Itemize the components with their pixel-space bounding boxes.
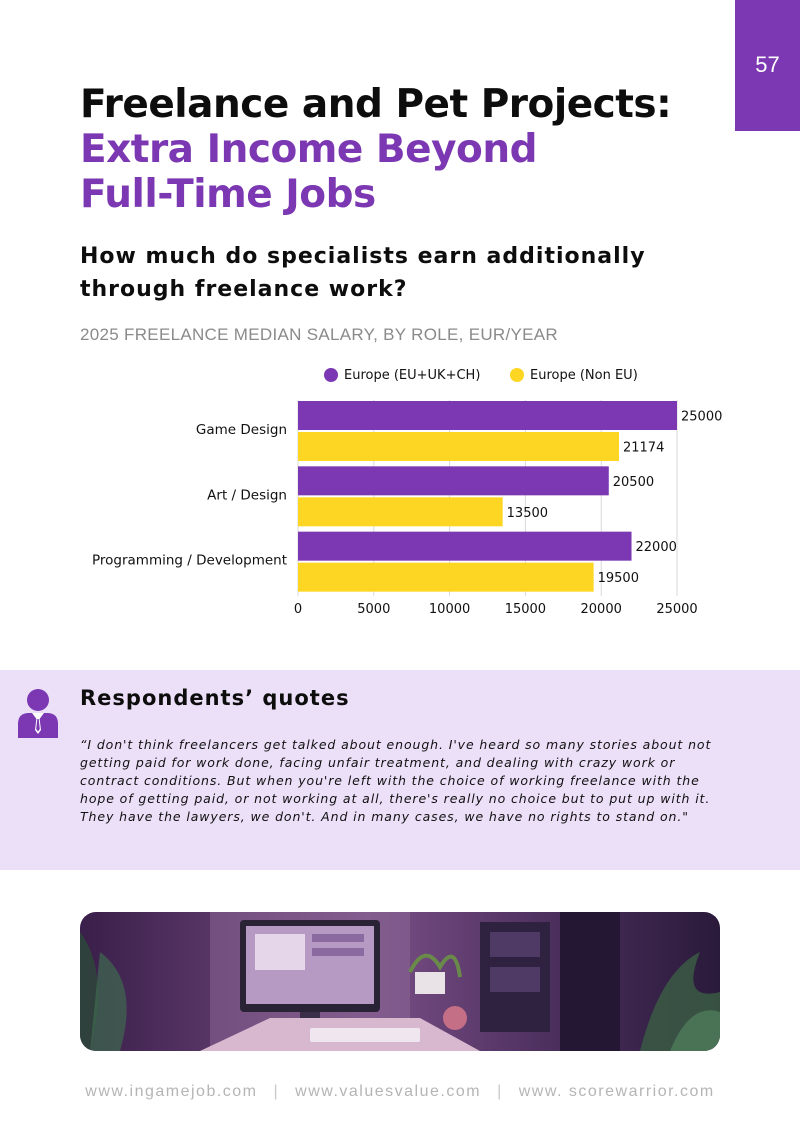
footer-separator: | xyxy=(273,1083,280,1100)
bar xyxy=(298,497,503,527)
legend-marker xyxy=(324,368,338,382)
x-tick-label: 20000 xyxy=(581,602,622,617)
page-number-badge: 57 xyxy=(735,0,800,131)
x-tick-label: 0 xyxy=(294,602,302,617)
x-tick-label: 5000 xyxy=(357,602,390,617)
footer-link-ingamejob[interactable]: www.ingamejob.com xyxy=(85,1083,258,1100)
data-label: 25000 xyxy=(681,410,722,425)
bar-chart: Europe (EU+UK+CH) Europe (Non EU) 0 5000 100… xyxy=(92,368,722,617)
x-tick-label: 25000 xyxy=(656,602,697,617)
category-label: Programming / Development xyxy=(92,553,287,569)
title-line-2: Extra Income Beyond xyxy=(80,127,538,172)
legend-label: Europe (EU+UK+CH) xyxy=(344,368,480,383)
bar xyxy=(298,401,677,430)
bar xyxy=(298,531,632,561)
data-label: 22000 xyxy=(636,540,677,555)
page-subtitle: How much do specialists earn additionall… xyxy=(80,244,646,302)
quote-heading: Respondents’ quotes xyxy=(80,686,350,710)
footer-separator: | xyxy=(497,1083,503,1100)
x-tick-label: 15000 xyxy=(505,602,546,617)
title-line-1: Freelance and Pet Projects: xyxy=(80,82,672,127)
bar xyxy=(298,466,609,496)
category-label: Game Design xyxy=(196,422,287,438)
footer: www.ingamejob.com | www.valuesvalue.com … xyxy=(0,1083,800,1101)
workspace-illustration xyxy=(80,912,720,1051)
bar xyxy=(298,432,619,461)
page-number: 57 xyxy=(755,52,780,77)
footer-link-scorewarrior[interactable]: www. scorewarrior.com xyxy=(518,1083,715,1100)
footer-link-valuesvalue[interactable]: www.valuesvalue.com xyxy=(295,1083,482,1100)
x-tick-label: 10000 xyxy=(429,602,470,617)
chart-caption: 2025 FREELANCE MEDIAN SALARY, BY ROLE, E… xyxy=(80,325,559,344)
data-label: 20500 xyxy=(613,475,654,490)
quote-band xyxy=(0,670,800,870)
workspace-illustration-art xyxy=(80,912,720,1051)
legend-label: Europe (Non EU) xyxy=(530,368,638,383)
quote-text: “I don't think freelancers get talked ab… xyxy=(80,737,712,824)
legend-marker xyxy=(510,368,524,382)
person-tie-icon xyxy=(18,689,58,738)
bar xyxy=(298,562,594,592)
data-label: 13500 xyxy=(507,506,548,521)
title-line-3: Full-Time Jobs xyxy=(80,172,376,217)
category-label: Art / Design xyxy=(207,487,287,503)
data-label: 21174 xyxy=(623,441,664,456)
data-label: 19500 xyxy=(598,571,639,586)
page-title: Freelance and Pet Projects: Extra Income… xyxy=(80,82,730,217)
